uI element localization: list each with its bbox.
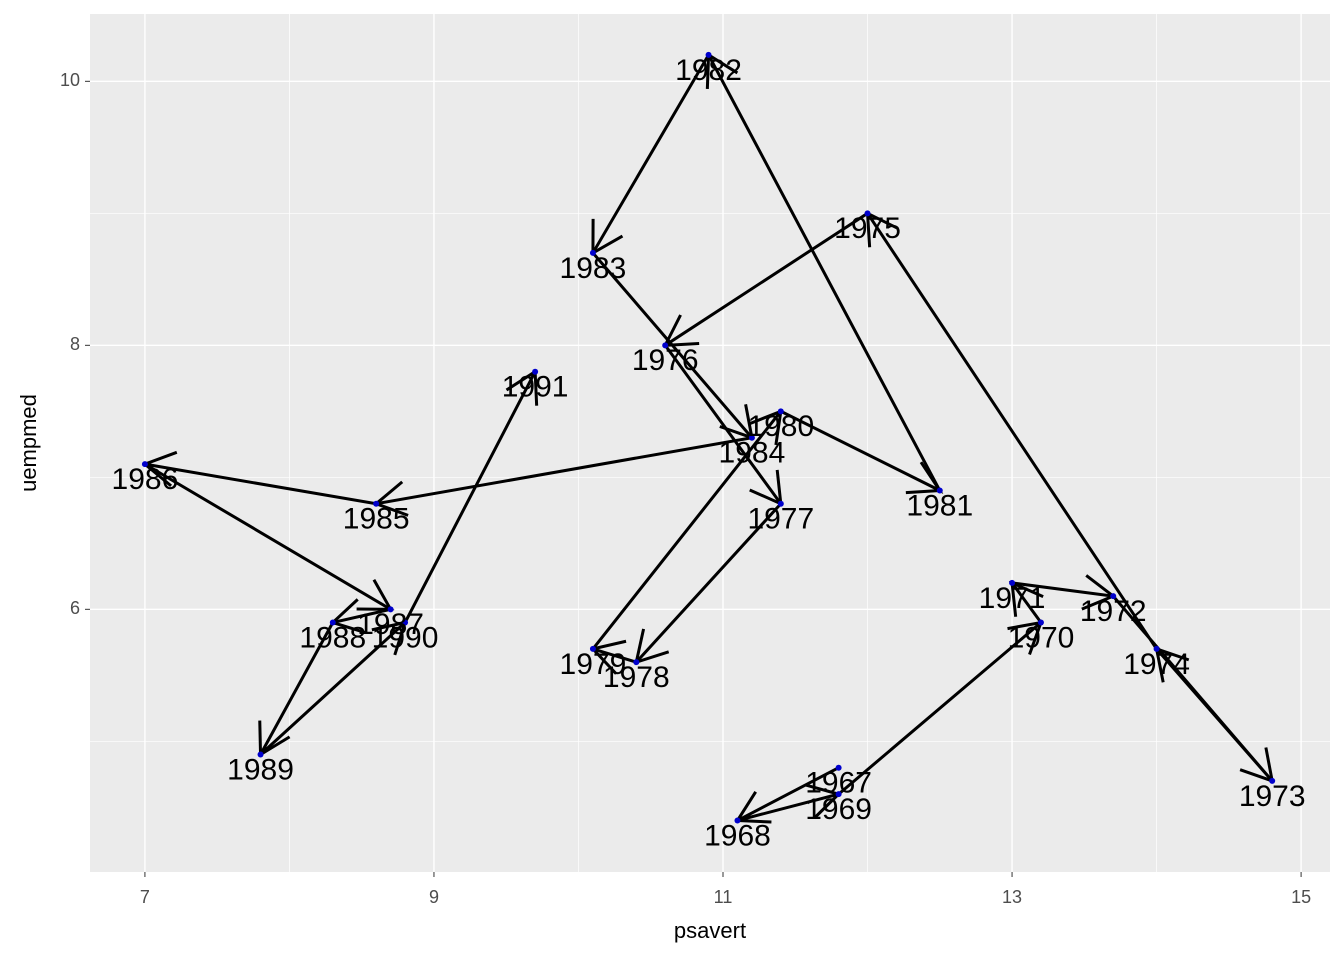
point-label: 1974 xyxy=(1123,648,1190,681)
point-label: 1979 xyxy=(560,648,627,681)
point xyxy=(777,408,784,415)
point xyxy=(1269,777,1276,784)
point xyxy=(1009,579,1016,586)
point-label: 1970 xyxy=(1008,621,1075,654)
point-label: 1977 xyxy=(747,503,814,536)
point-label: 1989 xyxy=(227,753,294,786)
point-label: 1991 xyxy=(502,371,569,404)
point xyxy=(589,645,596,652)
point xyxy=(141,461,148,468)
x-axis-title: psavert xyxy=(674,918,746,943)
point xyxy=(387,606,394,613)
y-tick-label: 6 xyxy=(70,598,80,618)
x-tick-label: 11 xyxy=(714,887,733,907)
point-label: 1968 xyxy=(704,819,771,852)
point-label: 1987 xyxy=(357,608,424,641)
point xyxy=(257,751,264,758)
point xyxy=(835,791,842,798)
point xyxy=(705,51,712,58)
x-tick-label: 13 xyxy=(1002,887,1022,907)
x-tick-label: 7 xyxy=(140,887,150,907)
point-label: 1983 xyxy=(560,252,627,285)
point xyxy=(864,210,871,217)
point xyxy=(532,368,539,375)
point xyxy=(662,342,669,349)
point xyxy=(589,249,596,256)
point xyxy=(748,434,755,441)
point xyxy=(1037,619,1044,626)
point-label: 1986 xyxy=(112,463,179,496)
point-label: 1984 xyxy=(719,437,786,470)
point-label: 1972 xyxy=(1080,595,1147,628)
point-label: 1976 xyxy=(632,344,699,377)
x-tick-label: 15 xyxy=(1291,887,1311,907)
plot-panel xyxy=(90,14,1330,872)
point xyxy=(402,619,409,626)
point-label: 1981 xyxy=(906,489,973,522)
y-tick-label: 8 xyxy=(70,334,80,354)
point-label: 1980 xyxy=(747,410,814,443)
point xyxy=(1153,645,1160,652)
x-tick-label: 9 xyxy=(429,887,439,907)
point-label: 1975 xyxy=(834,212,901,245)
point-label: 1978 xyxy=(603,661,670,694)
point-label: 1967 xyxy=(805,767,872,800)
point xyxy=(373,500,380,507)
y-axis-title: uempmed xyxy=(16,394,41,492)
point-label: 1971 xyxy=(979,582,1046,615)
point-label: 1988 xyxy=(299,621,366,654)
point xyxy=(329,619,336,626)
point-label: 1969 xyxy=(805,793,872,826)
y-tick-label: 10 xyxy=(60,70,80,90)
point-label: 1985 xyxy=(343,503,410,536)
point xyxy=(734,817,741,824)
point xyxy=(777,500,784,507)
point-label: 1973 xyxy=(1239,780,1306,813)
point-label: 1982 xyxy=(675,54,742,87)
point-label: 1990 xyxy=(372,621,439,654)
point xyxy=(1110,593,1117,600)
point xyxy=(936,487,943,494)
point xyxy=(835,764,842,771)
point xyxy=(633,659,640,666)
